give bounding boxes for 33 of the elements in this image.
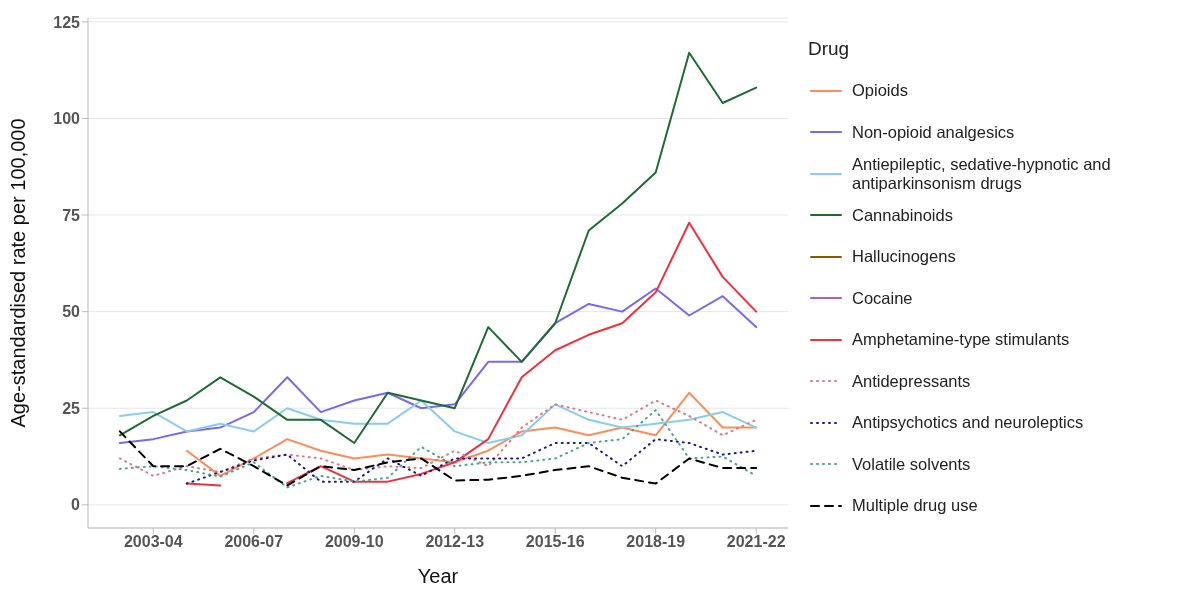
legend-label: Cocaine <box>852 288 913 308</box>
x-axis-title: Year <box>417 565 459 587</box>
x-tick-label: 2006-07 <box>224 533 284 551</box>
legend-label: Non-opioid analgesics <box>852 122 1015 142</box>
x-tick-label: 2021-22 <box>726 533 786 551</box>
legend-title: Drug <box>808 38 851 60</box>
line-series <box>118 287 758 444</box>
x-tick-label: 2018-19 <box>626 533 686 551</box>
x-tick-label: 2003-04 <box>123 533 183 551</box>
y-tick-label: 0 <box>71 496 81 514</box>
legend-label: Antidepressants <box>852 371 971 391</box>
legend-label: Cannabinoids <box>852 205 953 225</box>
line-series <box>118 399 758 444</box>
y-tick-label: 125 <box>53 13 81 31</box>
legend-label: Antiepileptic, sedative-hypnotic and antiparkinsonism drugs <box>852 154 1112 193</box>
x-tick-label: 2012-13 <box>425 533 485 551</box>
legend-label: Amphetamine-type stimulants <box>852 330 1070 350</box>
y-tick-label: 25 <box>62 399 81 417</box>
legend-label: Multiple drug use <box>852 496 978 516</box>
line-series <box>118 430 758 487</box>
legend-label: Hallucinogens <box>852 247 956 267</box>
y-tick-label: 75 <box>62 206 81 224</box>
line-series <box>118 399 758 477</box>
legend-label: Antipsychotics and neuroleptics <box>852 413 1084 433</box>
line-series <box>185 391 758 477</box>
x-tick-label: 2009-10 <box>324 533 384 551</box>
line-series <box>118 51 758 444</box>
legend-label: Opioids <box>852 81 908 101</box>
y-axis-title: Age-standardised rate per 100,000 <box>7 118 30 428</box>
x-tick-label: 2015-16 <box>525 533 585 551</box>
y-tick-label: 100 <box>53 110 81 128</box>
legend-label: Volatile solvents <box>852 454 971 474</box>
y-tick-label: 50 <box>62 303 81 321</box>
